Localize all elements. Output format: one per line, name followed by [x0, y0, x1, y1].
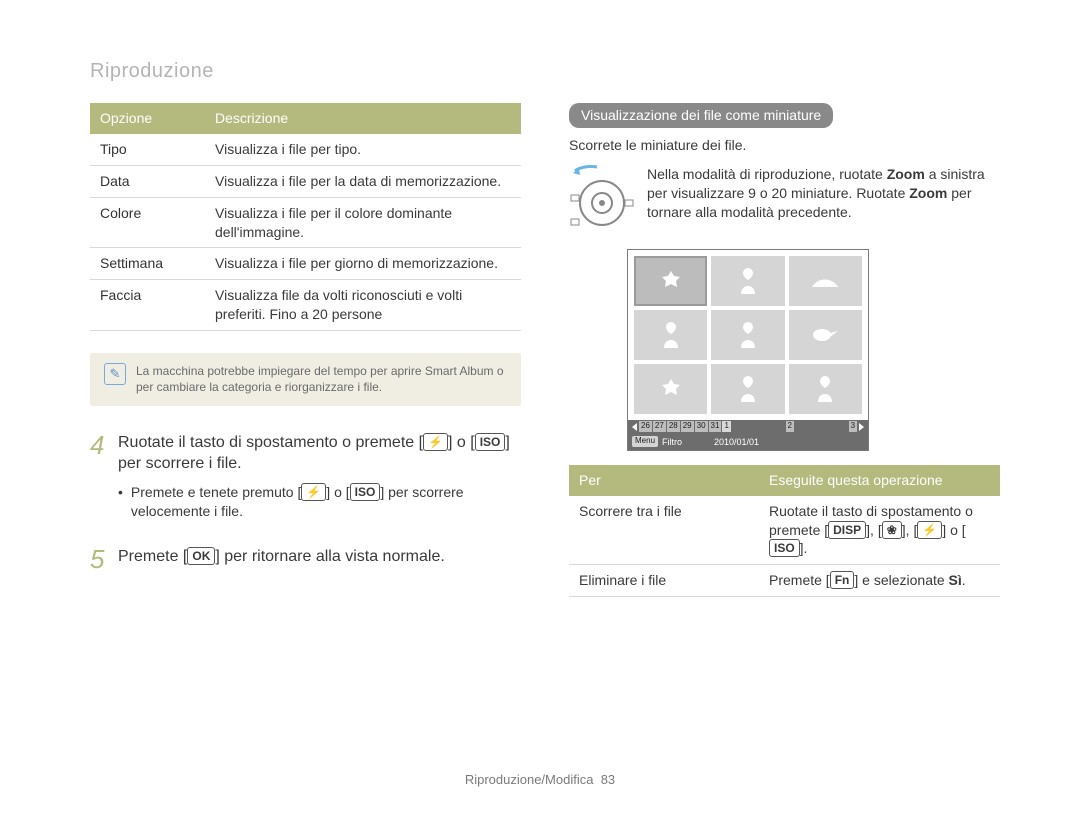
- note-icon: ✎: [104, 363, 126, 385]
- note-text: La macchina potrebbe impiegare del tempo…: [136, 364, 504, 394]
- section-intro: Scorrete le miniature dei file.: [569, 136, 1000, 155]
- two-columns: Opzione Descrizione TipoVisualizza i fil…: [90, 103, 1000, 597]
- disp-key: DISP: [828, 521, 866, 539]
- camera-screen: 26 27 28 29 30 31 1 2 3: [627, 249, 869, 451]
- thumbnail: [711, 364, 784, 414]
- thumbnail-grid: [628, 250, 868, 420]
- section-badge: Visualizzazione dei file come miniature: [569, 103, 833, 128]
- left-column: Opzione Descrizione TipoVisualizza i fil…: [90, 103, 521, 597]
- page-footer: Riproduzione/Modifica 83: [0, 771, 1080, 789]
- iso-key: ISO: [350, 483, 381, 501]
- step-4: 4 Ruotate il tasto di spostamento o prem…: [90, 432, 521, 475]
- flash-icon: ⚡: [301, 483, 326, 501]
- th-option: Opzione: [90, 103, 205, 134]
- date-label: 2010/01/01: [714, 436, 759, 448]
- table-row: Eliminare i file Premete [Fn] e selezion…: [569, 565, 1000, 597]
- fn-key: Fn: [830, 571, 855, 589]
- operations-table: Per Eseguite questa operazione Scorrere …: [569, 465, 1000, 597]
- flash-icon: ⚡: [423, 433, 448, 451]
- table-row: ColoreVisualizza i file per il colore do…: [90, 197, 521, 248]
- page-title: Riproduzione: [90, 58, 1000, 85]
- chevron-right-icon: [859, 423, 864, 431]
- iso-key: ISO: [769, 539, 800, 557]
- thumbnail: [634, 310, 707, 360]
- step-body: Premete [OK] per ritornare alla vista no…: [118, 546, 521, 572]
- thumbnail: [711, 256, 784, 306]
- filtro-label: Filtro: [662, 436, 682, 448]
- step-5: 5 Premete [OK] per ritornare alla vista …: [90, 546, 521, 572]
- thumbnail-preview: 26 27 28 29 30 31 1 2 3: [627, 249, 1000, 451]
- thumbnail: [789, 256, 862, 306]
- th-operation: Eseguite questa operazione: [759, 465, 1000, 496]
- menu-chip: Menu: [632, 436, 658, 447]
- step-4-sub: Premete e tenete premuto [⚡] o [ISO] per…: [118, 483, 521, 521]
- th-per: Per: [569, 465, 759, 496]
- options-table: Opzione Descrizione TipoVisualizza i fil…: [90, 103, 521, 331]
- note-box: ✎ La macchina potrebbe impiegare del tem…: [90, 353, 521, 405]
- macro-icon: ❀: [882, 521, 902, 539]
- iso-key: ISO: [475, 433, 506, 451]
- step-number: 4: [90, 432, 118, 475]
- dial-row: Nella modalità di riproduzione, ruotate …: [569, 165, 1000, 235]
- table-row: TipoVisualizza i file per tipo.: [90, 134, 521, 165]
- step-body: Ruotate il tasto di spostamento o premet…: [118, 432, 521, 475]
- thumbnail: [711, 310, 784, 360]
- manual-page: Riproduzione Opzione Descrizione TipoVis…: [0, 0, 1080, 815]
- thumbnail-selected: [634, 256, 707, 306]
- zoom-dial-icon: [569, 165, 635, 235]
- dial-description: Nella modalità di riproduzione, ruotate …: [647, 165, 1000, 222]
- table-row: DataVisualizza i file per la data di mem…: [90, 165, 521, 197]
- right-column: Visualizzazione dei file come miniature …: [569, 103, 1000, 597]
- thumbnail: [634, 364, 707, 414]
- thumbnail: [789, 310, 862, 360]
- th-description: Descrizione: [205, 103, 521, 134]
- ok-key: OK: [187, 547, 215, 565]
- table-row: Scorrere tra i file Ruotate il tasto di …: [569, 496, 1000, 565]
- chevron-left-icon: [632, 423, 637, 431]
- flash-icon: ⚡: [917, 521, 942, 539]
- thumbnail: [789, 364, 862, 414]
- step-number: 5: [90, 546, 118, 572]
- screen-bottom-bar: Menu Filtro 2010/01/01: [628, 434, 868, 450]
- date-scrollbar: 26 27 28 29 30 31 1 2 3: [628, 420, 868, 434]
- table-row: FacciaVisualizza file da volti riconosci…: [90, 280, 521, 331]
- table-row: SettimanaVisualizza i file per giorno di…: [90, 248, 521, 280]
